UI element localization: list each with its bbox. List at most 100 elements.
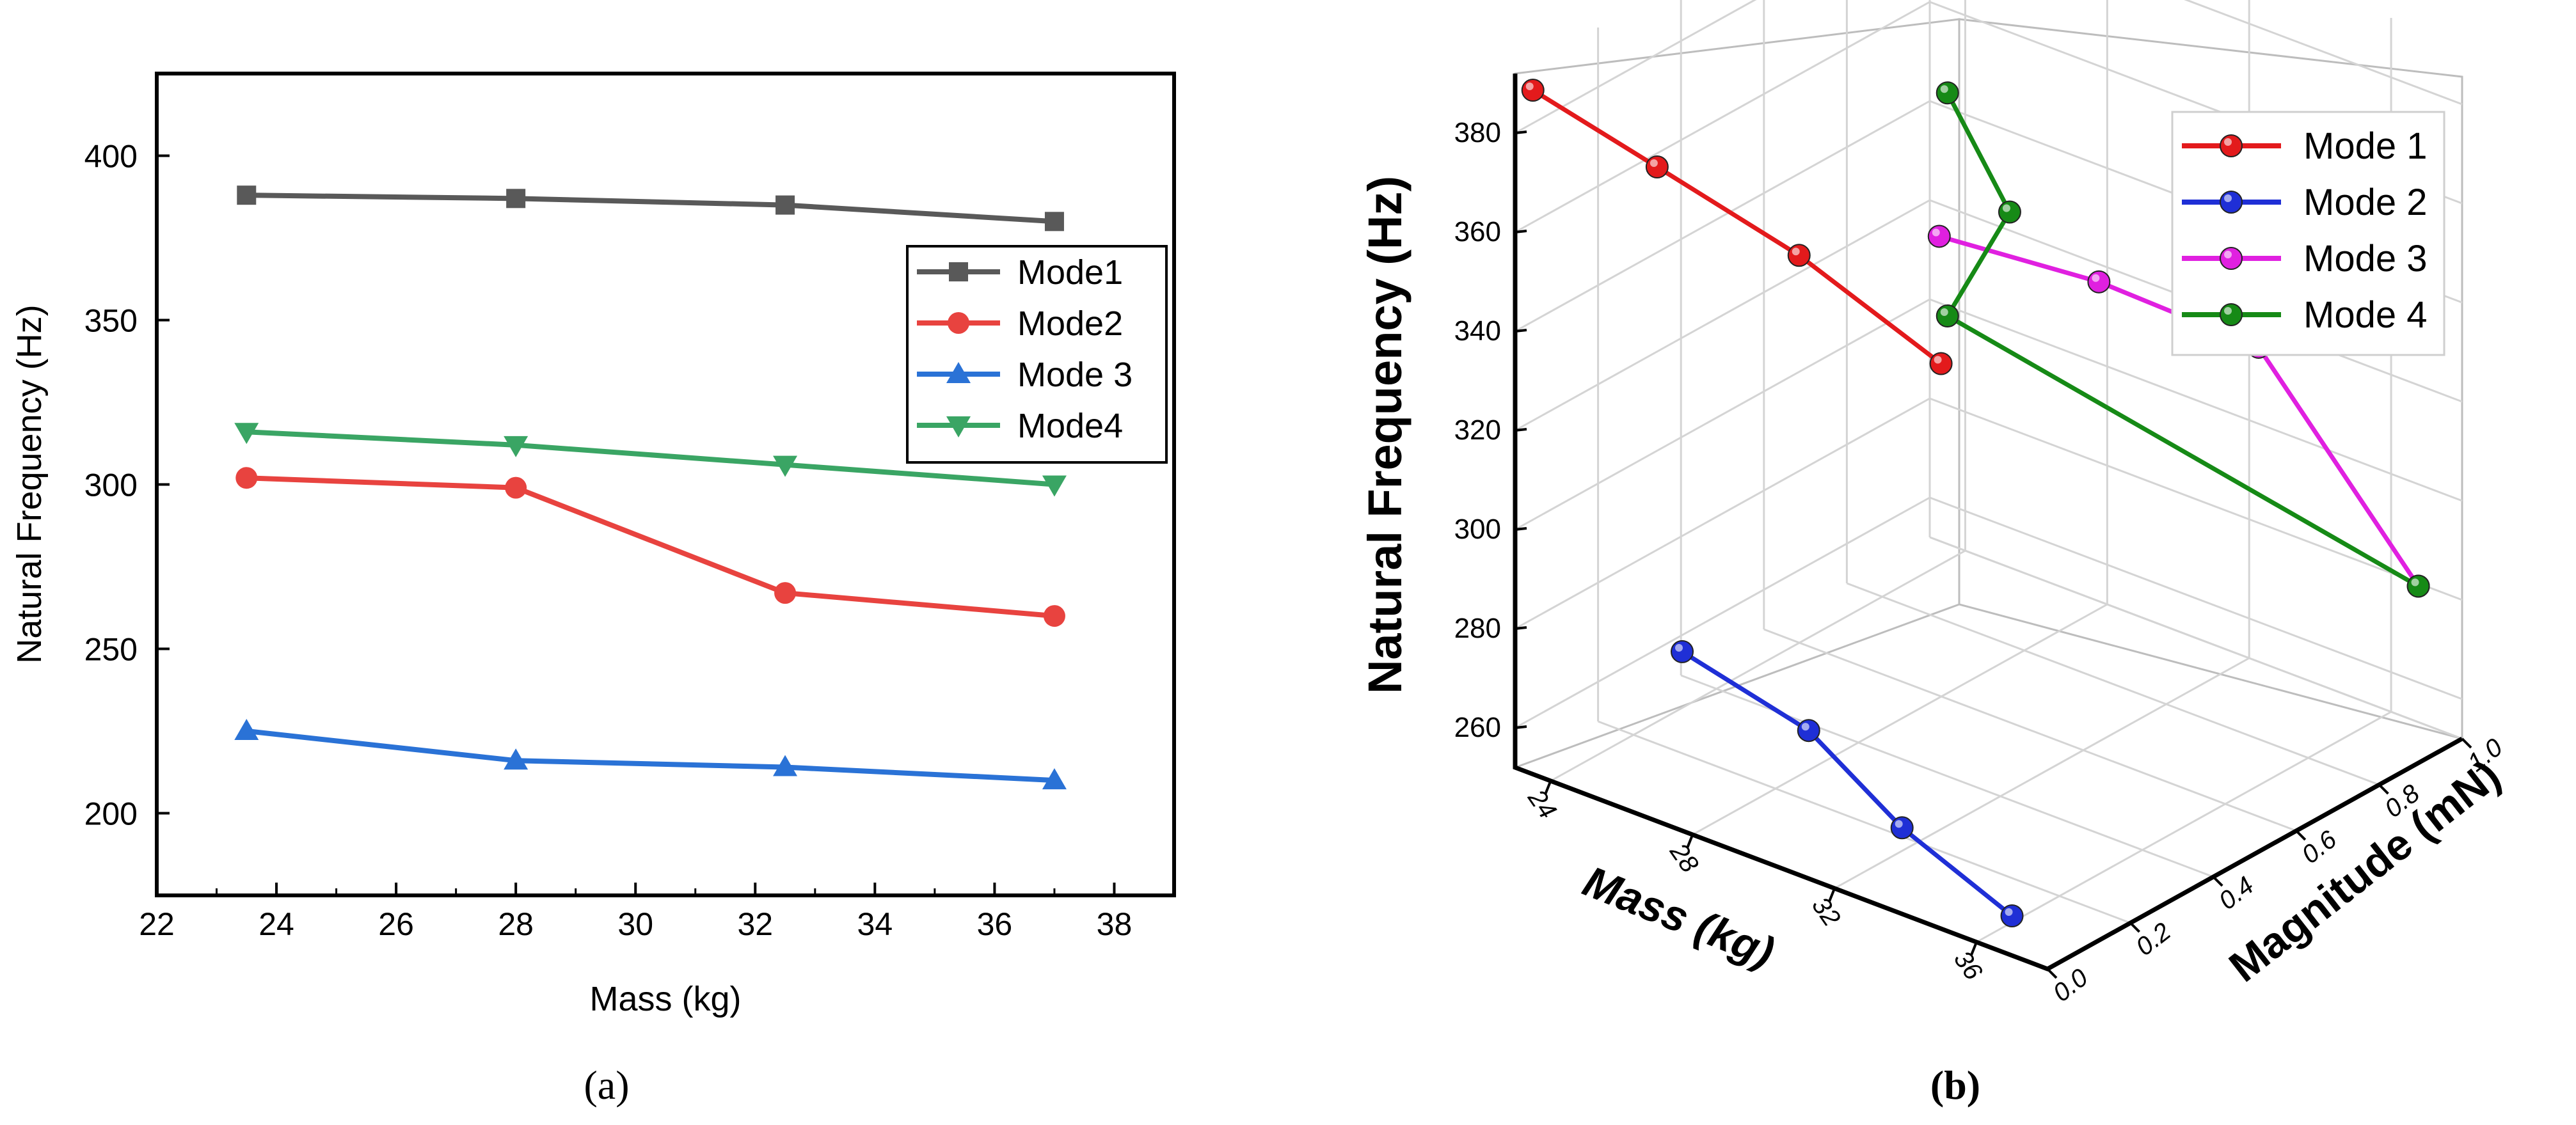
data-point-sphere	[2087, 270, 2111, 294]
legend-label: Mode1	[1017, 253, 1123, 292]
legend-item: Mode 3	[2182, 238, 2427, 279]
y-tick-mark	[2046, 968, 2058, 979]
panel-a-line-chart: 200 250 300 350 400 22 24 26 28 30 32 34 36 38 Natur…	[10, 72, 1176, 1108]
x-tick-mark	[1970, 941, 1978, 956]
y-tick-mark	[2378, 783, 2389, 795]
data-point-triangle-down	[234, 423, 259, 444]
data-point-square	[775, 195, 795, 215]
legend-label: Mode 1	[2303, 125, 2427, 167]
x-tick-label: 26	[378, 906, 414, 942]
series-mode-2	[1671, 640, 2024, 927]
series-line	[246, 429, 1055, 487]
series-line	[246, 193, 1055, 224]
z-tick-label: 340	[1454, 315, 1501, 347]
gridline	[1834, 657, 2250, 890]
z-tick-label: 300	[1454, 514, 1501, 545]
x-tick-label: 30	[617, 906, 653, 942]
data-point-sphere	[2000, 904, 2024, 927]
data-point-circle	[235, 467, 258, 489]
legend-item: Mode 2	[2182, 182, 2427, 223]
legend-item: Mode 3	[917, 356, 1133, 394]
series-line	[1681, 649, 2014, 918]
gridline	[2184, 0, 2463, 106]
panel-a-x-ticks: 22 24 26 28 30 32 34 36 38	[139, 883, 1132, 942]
data-point-circle	[774, 582, 797, 604]
data-point-square	[237, 185, 257, 205]
y-tick-label: 300	[84, 468, 138, 503]
series-mode2	[235, 467, 1065, 627]
data-point-sphere	[1521, 79, 1545, 102]
z-tick-mark	[1515, 428, 1527, 432]
legend-item: Mode 4	[2182, 294, 2427, 336]
data-point-sphere	[2220, 247, 2243, 270]
x-tick-label: 34	[857, 906, 893, 942]
gridline	[1598, 720, 2131, 924]
x-tick-label: 32	[737, 906, 773, 942]
data-point-circle	[1043, 605, 1065, 627]
panel-b-z-axis-label: Natural Frequency (Hz)	[1358, 176, 1411, 694]
x-tick-label: 36	[977, 906, 1013, 942]
data-point-sphere	[1645, 155, 1669, 178]
z-tick-mark	[1515, 230, 1527, 233]
data-point-triangle-up	[1042, 768, 1067, 790]
data-point-sphere	[1671, 640, 1694, 663]
series-line	[1944, 91, 2420, 588]
panel-b-axis-frame	[1513, 74, 2463, 972]
data-point-sphere	[1797, 719, 1820, 743]
data-point-triangle-up	[234, 719, 259, 740]
gridline	[1976, 711, 2392, 943]
z-tick-mark	[1515, 527, 1527, 531]
legend-label: Mode 3	[2303, 238, 2427, 279]
data-point-triangle-down	[1042, 475, 1067, 497]
data-point-triangle-down	[946, 416, 971, 437]
x-tick-mark	[1544, 780, 1552, 794]
data-point-sphere	[1936, 81, 1959, 105]
legend-item: Mode 1	[2182, 125, 2427, 167]
series-mode1	[237, 185, 1064, 232]
legend-label: Mode 3	[1017, 356, 1133, 394]
legend-item: Mode2	[917, 304, 1123, 343]
data-point-triangle-down	[504, 436, 529, 457]
z-tick-mark	[1515, 329, 1527, 333]
x-tick-label: 28	[498, 906, 534, 942]
gridline	[1763, 628, 2297, 832]
panel-a-y-ticks: 200 250 300 350 400	[84, 139, 170, 832]
legend-item: Mode1	[917, 253, 1123, 292]
data-point-triangle-up	[946, 362, 971, 383]
gridline	[1929, 496, 2463, 700]
y-tick-label: 400	[84, 139, 138, 175]
data-point-sphere	[1890, 816, 1914, 840]
panel-a-legend: Mode1 Mode2 Mode 3 Mode4	[906, 245, 1168, 464]
data-point-sphere	[2220, 303, 2243, 326]
x-tick-label: 22	[139, 906, 175, 942]
y-tick-label: 250	[84, 632, 138, 668]
y-tick-mark	[2129, 922, 2141, 933]
legend-label: Mode 2	[2303, 182, 2427, 223]
z-tick-label: 260	[1454, 712, 1501, 743]
panel-b-series	[1521, 79, 2430, 927]
gridline	[1929, 397, 2463, 601]
panel-b-legend: Mode 1 Mode 2 Mode 3 Mode 4	[2171, 111, 2445, 356]
y-tick-mark	[2461, 737, 2472, 749]
data-point-circle	[505, 476, 527, 499]
data-point-sphere	[1787, 244, 1811, 267]
data-point-sphere	[2220, 134, 2243, 157]
y-tick-mark	[2212, 876, 2223, 887]
data-point-sphere	[1927, 224, 1951, 248]
data-point-square	[949, 262, 968, 281]
series-mode-4	[1936, 81, 2430, 598]
x-tick-label: 38	[1097, 906, 1133, 942]
panel-a-caption: (a)	[584, 1062, 629, 1108]
panel-b-caption: (b)	[1930, 1062, 1980, 1108]
data-point-sphere	[2220, 191, 2243, 214]
data-point-sphere	[1998, 200, 2021, 224]
z-tick-label: 280	[1454, 613, 1501, 644]
gridline	[1929, 298, 2463, 502]
x-tick-mark	[1828, 888, 1836, 902]
data-point-triangle-down	[773, 455, 798, 477]
z-tick-mark	[1515, 725, 1527, 729]
gridline	[1929, 536, 2463, 740]
gridline	[1692, 603, 2108, 836]
panel-a-y-axis-label: Natural Frequency (Hz)	[10, 304, 49, 663]
